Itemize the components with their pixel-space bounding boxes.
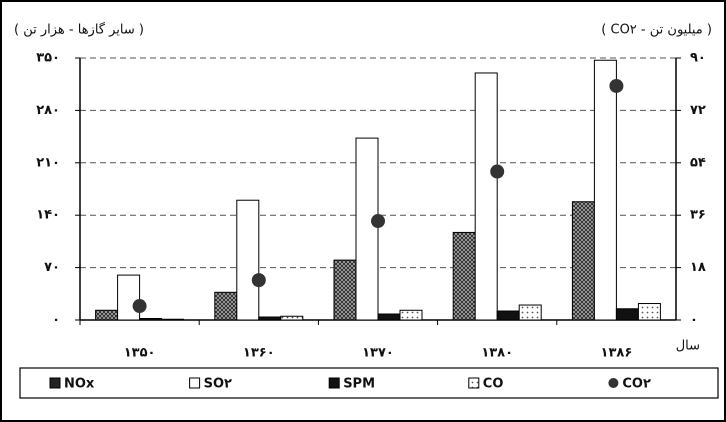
y-tick-label: ۱۴۰ [36, 208, 60, 223]
point [490, 164, 505, 179]
bar [355, 137, 379, 321]
point [251, 273, 266, 288]
bar [518, 304, 542, 321]
point [371, 214, 385, 229]
bar [571, 201, 595, 321]
legend-marker [608, 378, 619, 388]
x-tick-label: ۱۳۸۶ [601, 346, 633, 361]
y-axis-title: ( سایر گازها - هزار تن ) [14, 22, 144, 38]
legend [19, 367, 719, 399]
legend-marker [328, 377, 340, 389]
legend-label: CO [483, 377, 504, 392]
bar [474, 72, 498, 321]
bar [615, 308, 639, 321]
y-tick-label: ۲۱۰ [36, 155, 60, 170]
y2-tick-label: ۳۶ [690, 208, 706, 223]
legend-marker [189, 377, 201, 389]
bar [496, 310, 520, 321]
bar [280, 315, 304, 321]
y-tick-label: ۰ [52, 313, 60, 328]
y2-tick-label: ۹۰ [690, 51, 706, 66]
x-tick-label: ۱۳۶۰ [243, 346, 275, 361]
legend-label: CO۲ [622, 377, 651, 392]
point [609, 78, 624, 93]
bar [236, 199, 260, 321]
y-tick-label: ۷۰ [44, 260, 60, 275]
bar [377, 313, 401, 321]
x-tick-label: ۱۳۸۰ [481, 346, 513, 361]
bar [258, 316, 282, 321]
legend-label: SPM [343, 377, 375, 392]
bar [637, 303, 661, 321]
y2-tick-label: ۰ [690, 313, 698, 328]
x-tick-label: ۱۳۵۰ [124, 346, 156, 361]
bar [333, 259, 357, 321]
y-tick-label: ۳۵۰ [36, 51, 60, 66]
x-axis-title: سال [676, 339, 700, 354]
y2-tick-label: ۷۲ [690, 103, 706, 118]
y2-tick-label: ۱۸ [690, 260, 706, 275]
legend-label: SO۲ [204, 377, 232, 392]
point [132, 299, 147, 314]
y-tick-label: ۲۸۰ [36, 103, 60, 118]
bar [95, 309, 119, 321]
bar [139, 318, 163, 321]
bar [399, 309, 423, 321]
bar [593, 59, 617, 321]
legend-marker [468, 377, 480, 389]
y2-axis-title: ( CO۲ - میلیون تن ) [601, 23, 712, 38]
bar [214, 291, 238, 321]
legend-marker [49, 377, 61, 389]
bar [117, 274, 141, 321]
bar [161, 318, 185, 321]
legend-label: NOx [64, 377, 95, 392]
bar [452, 231, 476, 321]
x-tick-label: ۱۳۷۰ [362, 346, 394, 361]
y2-tick-label: ۵۴ [690, 155, 706, 170]
